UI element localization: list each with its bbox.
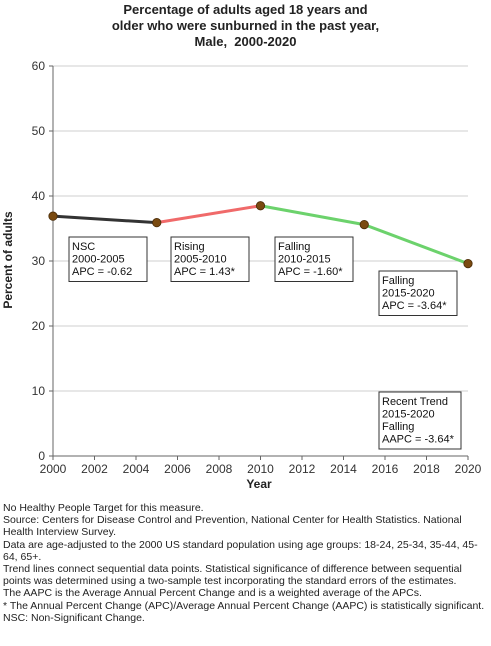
- annotation-text: APC = -3.64*: [382, 300, 447, 312]
- annotation-text: NSC: [72, 241, 95, 253]
- y-tick-label: 30: [32, 254, 46, 268]
- x-tick-label: 2016: [372, 462, 399, 476]
- chart-title: Percentage of adults aged 18 years and o…: [0, 2, 491, 50]
- footnote-line: Trend lines connect sequential data poin…: [3, 563, 462, 588]
- annotation-text: 2000-2005: [72, 254, 125, 266]
- x-tick-label: 2006: [164, 462, 191, 476]
- annotation-text: 2015-2020: [382, 288, 435, 300]
- axis-layer: 0 10 20 30 40 50 60 2000 2002 2004 2006 2008 2010 201…: [32, 59, 482, 476]
- annotation-text: Recent Trend: [382, 396, 448, 408]
- x-axis-title: Year: [246, 477, 272, 491]
- data-point: [152, 218, 162, 228]
- footnote-line: * The Annual Percent Change (APC)/Averag…: [3, 599, 485, 612]
- annotation-frame: [274, 236, 354, 282]
- footnote-line: Source: Centers for Disease Control and …: [3, 514, 462, 539]
- data-point: [48, 211, 58, 221]
- annotation-text: Falling: [382, 421, 414, 433]
- annotation-text: Rising: [174, 241, 205, 253]
- y-tick-label: 50: [32, 124, 46, 138]
- annotation-frame: [170, 236, 250, 282]
- footnotes: No Healthy People Target for this measur…: [3, 502, 489, 624]
- footnote-line: Data are age-adjusted to the 2000 US sta…: [3, 538, 478, 563]
- data-point: [463, 258, 473, 269]
- x-tick-label: 2020: [455, 462, 482, 476]
- footnote-line: No Healthy People Target for this measur…: [3, 502, 204, 514]
- chart-title-line: Percentage of adults aged 18 years and: [123, 2, 368, 17]
- annotation-text: Falling: [382, 275, 414, 287]
- y-tick-label: 20: [32, 319, 46, 333]
- y-axis-title: Percent of adults: [1, 211, 15, 309]
- x-tick-label: 2008: [206, 462, 233, 476]
- annotation-text: APC = 1.43*: [174, 266, 236, 278]
- x-tick-label: 2002: [81, 462, 108, 476]
- annotation-text: 2015-2020: [382, 409, 435, 421]
- footnote-line: The AAPC is the Average Annual Percent C…: [3, 587, 422, 600]
- footnote-line: NSC: Non-Significant Change.: [3, 611, 145, 624]
- x-tick-label: 2010: [247, 462, 274, 476]
- annotation-frame: [68, 236, 148, 282]
- y-tick-label: 10: [32, 384, 46, 398]
- x-tick-label: 2012: [289, 462, 316, 476]
- x-tick-label: 2018: [413, 462, 440, 476]
- annotation-text: 2010-2015: [278, 254, 331, 266]
- annotation-text: APC = -0.62: [72, 266, 132, 278]
- chart-title-line: Male, 2000-2020: [194, 34, 297, 49]
- annotation-text: Falling: [278, 241, 310, 253]
- line-chart: 0 10 20 30 40 50 60 2000 2002 2004 2006 2008 2010 201…: [1, 59, 482, 491]
- x-tick-label: 2000: [40, 462, 67, 476]
- annotation-frame: [378, 270, 458, 316]
- series-line-segment: [156, 204, 261, 225]
- grid-layer: [53, 65, 468, 392]
- y-tick-label: 60: [32, 59, 46, 73]
- y-tick-label: 0: [38, 449, 45, 463]
- y-tick-label: 40: [32, 189, 46, 203]
- series-line-segment: [52, 214, 157, 225]
- chart-title-line: older who were sunburned in the past yea…: [111, 18, 380, 33]
- x-tick-label: 2004: [123, 462, 150, 476]
- data-point: [255, 201, 266, 211]
- annotation-text: APC = -1.60*: [278, 266, 343, 278]
- annotation-frame: [378, 391, 462, 450]
- annotation-text: AAPC = -3.64*: [382, 434, 455, 446]
- point-layer: [48, 201, 473, 269]
- data-point: [359, 220, 369, 230]
- annotation-text: 2005-2010: [174, 254, 227, 266]
- x-tick-label: 2014: [330, 462, 357, 476]
